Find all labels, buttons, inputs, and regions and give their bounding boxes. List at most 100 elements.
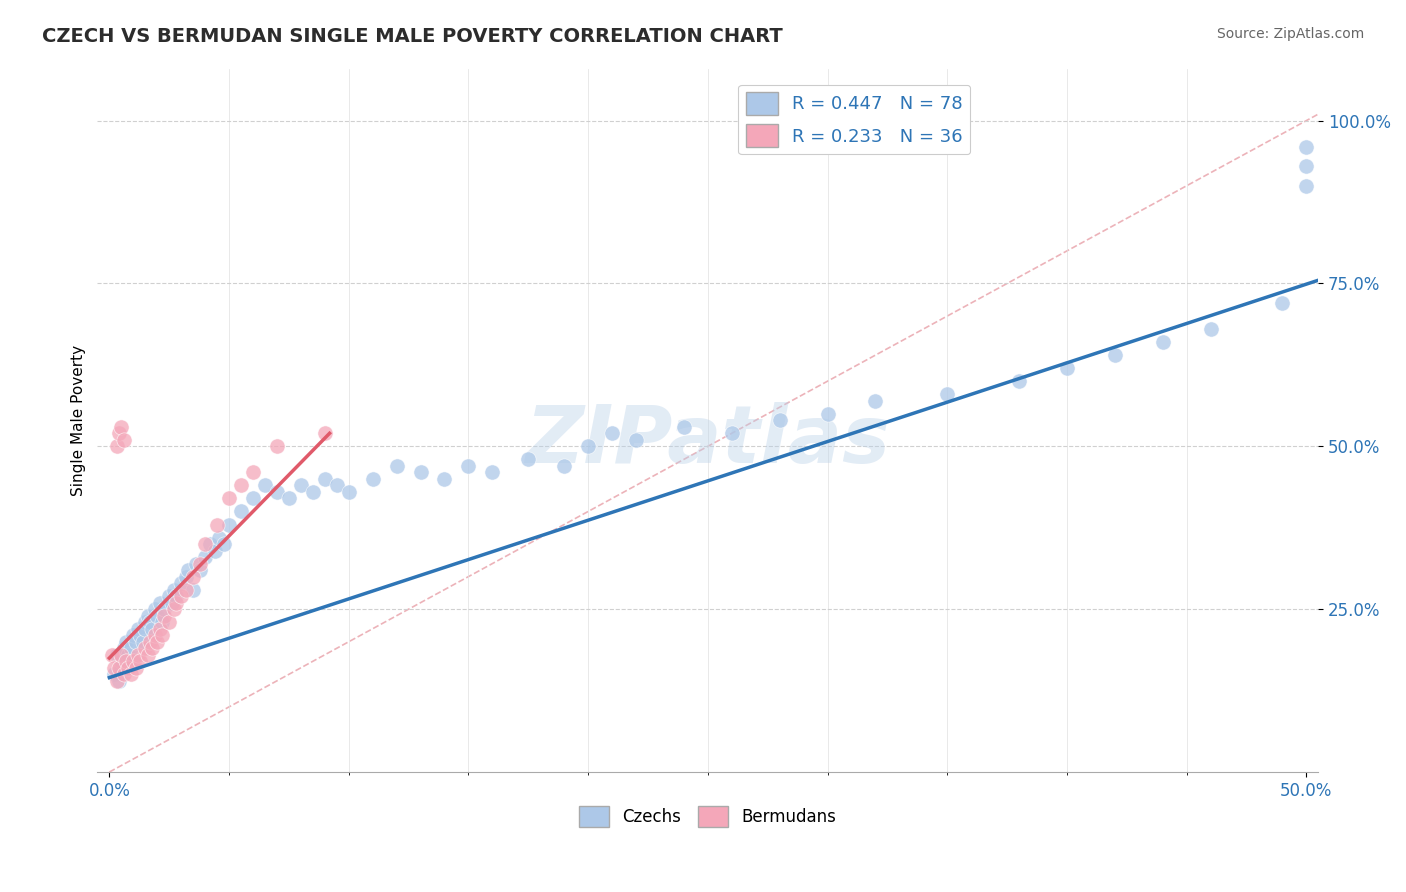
Point	[110, 648, 132, 662]
Point	[150, 628, 173, 642]
Point	[124, 661, 146, 675]
Point	[141, 622, 163, 636]
Point	[290, 478, 312, 492]
Point	[624, 433, 647, 447]
Point	[124, 634, 146, 648]
Point	[136, 648, 159, 662]
Point	[769, 413, 792, 427]
Text: Source: ZipAtlas.com: Source: ZipAtlas.com	[1216, 27, 1364, 41]
Point	[134, 641, 156, 656]
Text: CZECH VS BERMUDAN SINGLE MALE POVERTY CORRELATION CHART: CZECH VS BERMUDAN SINGLE MALE POVERTY CO…	[42, 27, 783, 45]
Point	[181, 569, 204, 583]
Point	[103, 661, 125, 675]
Point	[157, 589, 180, 603]
Point	[122, 654, 145, 668]
Point	[326, 478, 349, 492]
Point	[205, 517, 228, 532]
Point	[141, 641, 163, 656]
Text: ZIPatlas: ZIPatlas	[526, 402, 890, 481]
Point	[198, 537, 221, 551]
Point	[108, 426, 131, 441]
Point	[146, 634, 169, 648]
Point	[120, 641, 142, 656]
Point	[212, 537, 235, 551]
Point	[433, 472, 456, 486]
Legend: Czechs, Bermudans: Czechs, Bermudans	[572, 799, 844, 834]
Point	[153, 602, 176, 616]
Point	[242, 491, 264, 506]
Point	[127, 622, 149, 636]
Point	[112, 641, 135, 656]
Point	[184, 557, 207, 571]
Point	[229, 478, 252, 492]
Point	[188, 563, 211, 577]
Point	[110, 661, 132, 675]
Point	[174, 582, 197, 597]
Point	[105, 439, 128, 453]
Point	[163, 602, 186, 616]
Point	[301, 485, 323, 500]
Point	[143, 602, 166, 616]
Point	[177, 563, 200, 577]
Point	[103, 667, 125, 681]
Point	[1295, 159, 1317, 173]
Y-axis label: Single Male Poverty: Single Male Poverty	[72, 344, 86, 496]
Point	[108, 673, 131, 688]
Point	[361, 472, 384, 486]
Point	[112, 667, 135, 681]
Point	[157, 615, 180, 630]
Point	[1152, 335, 1174, 350]
Point	[127, 648, 149, 662]
Point	[120, 667, 142, 681]
Point	[517, 452, 540, 467]
Point	[720, 426, 742, 441]
Point	[115, 634, 138, 648]
Point	[1199, 322, 1222, 336]
Point	[1008, 374, 1031, 388]
Point	[253, 478, 276, 492]
Point	[229, 504, 252, 518]
Point	[218, 517, 240, 532]
Point	[160, 596, 183, 610]
Point	[1056, 361, 1078, 376]
Point	[337, 485, 360, 500]
Point	[136, 608, 159, 623]
Point	[165, 589, 187, 603]
Point	[194, 550, 217, 565]
Point	[129, 628, 152, 642]
Point	[865, 393, 887, 408]
Point	[266, 439, 288, 453]
Point	[146, 608, 169, 623]
Point	[115, 661, 138, 675]
Point	[110, 654, 132, 668]
Point	[553, 458, 575, 473]
Point	[100, 648, 122, 662]
Point	[122, 654, 145, 668]
Point	[1295, 139, 1317, 153]
Point	[1271, 296, 1294, 310]
Point	[481, 466, 503, 480]
Point	[122, 628, 145, 642]
Point	[134, 622, 156, 636]
Point	[139, 615, 162, 630]
Point	[204, 543, 226, 558]
Point	[218, 491, 240, 506]
Point	[457, 458, 479, 473]
Point	[165, 596, 187, 610]
Point	[208, 531, 231, 545]
Point	[112, 433, 135, 447]
Point	[277, 491, 299, 506]
Point	[108, 661, 131, 675]
Point	[132, 634, 155, 648]
Point	[266, 485, 288, 500]
Point	[194, 537, 217, 551]
Point	[139, 634, 162, 648]
Point	[576, 439, 599, 453]
Point	[409, 466, 432, 480]
Point	[163, 582, 186, 597]
Point	[314, 472, 336, 486]
Point	[181, 582, 204, 597]
Point	[314, 426, 336, 441]
Point	[936, 387, 959, 401]
Point	[385, 458, 408, 473]
